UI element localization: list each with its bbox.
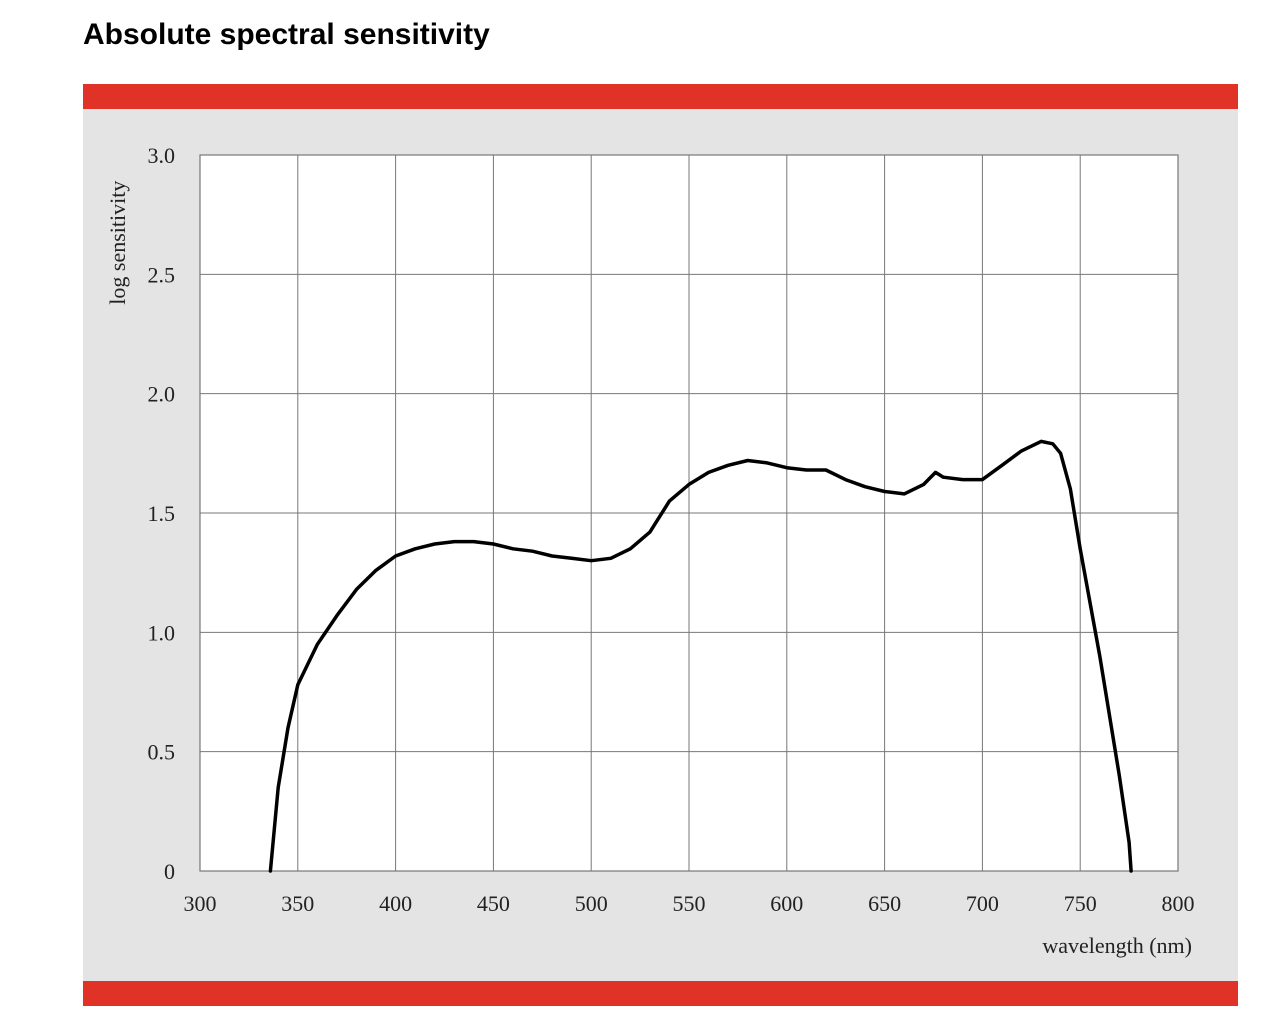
x-axis-title: wavelength (nm) bbox=[1042, 933, 1192, 958]
x-tick-label: 300 bbox=[184, 891, 217, 916]
y-tick-label: 2.0 bbox=[148, 382, 176, 407]
x-tick-label: 500 bbox=[575, 891, 608, 916]
grid-lines bbox=[199, 154, 1179, 872]
y-tick-label: 2.5 bbox=[148, 262, 176, 287]
x-tick-labels: 300 350 400 450 500 550 600 650 700 750 800 bbox=[184, 891, 1195, 916]
spectral-sensitivity-chart: 300 350 400 450 500 550 600 650 700 750 800 0 0.5 1.… bbox=[105, 143, 1195, 958]
x-tick-label: 450 bbox=[477, 891, 510, 916]
x-tick-label: 350 bbox=[281, 891, 314, 916]
y-tick-label: 0.5 bbox=[148, 740, 176, 765]
x-tick-label: 750 bbox=[1064, 891, 1097, 916]
y-tick-label: 1.0 bbox=[148, 620, 176, 645]
top-red-bar bbox=[83, 84, 1238, 109]
sensitivity-curve bbox=[268, 439, 1133, 873]
y-axis-title: log sensitivity bbox=[105, 181, 130, 305]
y-tick-label: 1.5 bbox=[148, 501, 176, 526]
x-tick-label: 650 bbox=[868, 891, 901, 916]
x-tick-label: 400 bbox=[379, 891, 412, 916]
y-tick-label: 0 bbox=[164, 859, 175, 884]
chart-panel: 300 350 400 450 500 550 600 650 700 750 800 0 0.5 1.… bbox=[83, 109, 1238, 981]
chart-title: Absolute spectral sensitivity bbox=[83, 18, 490, 51]
x-tick-label: 600 bbox=[770, 891, 803, 916]
y-tick-label: 3.0 bbox=[148, 143, 176, 168]
x-tick-label: 800 bbox=[1162, 891, 1195, 916]
y-tick-labels: 0 0.5 1.0 1.5 2.0 2.5 3.0 bbox=[148, 143, 176, 884]
x-tick-label: 700 bbox=[966, 891, 999, 916]
bottom-red-bar bbox=[83, 981, 1238, 1006]
x-tick-label: 550 bbox=[673, 891, 706, 916]
